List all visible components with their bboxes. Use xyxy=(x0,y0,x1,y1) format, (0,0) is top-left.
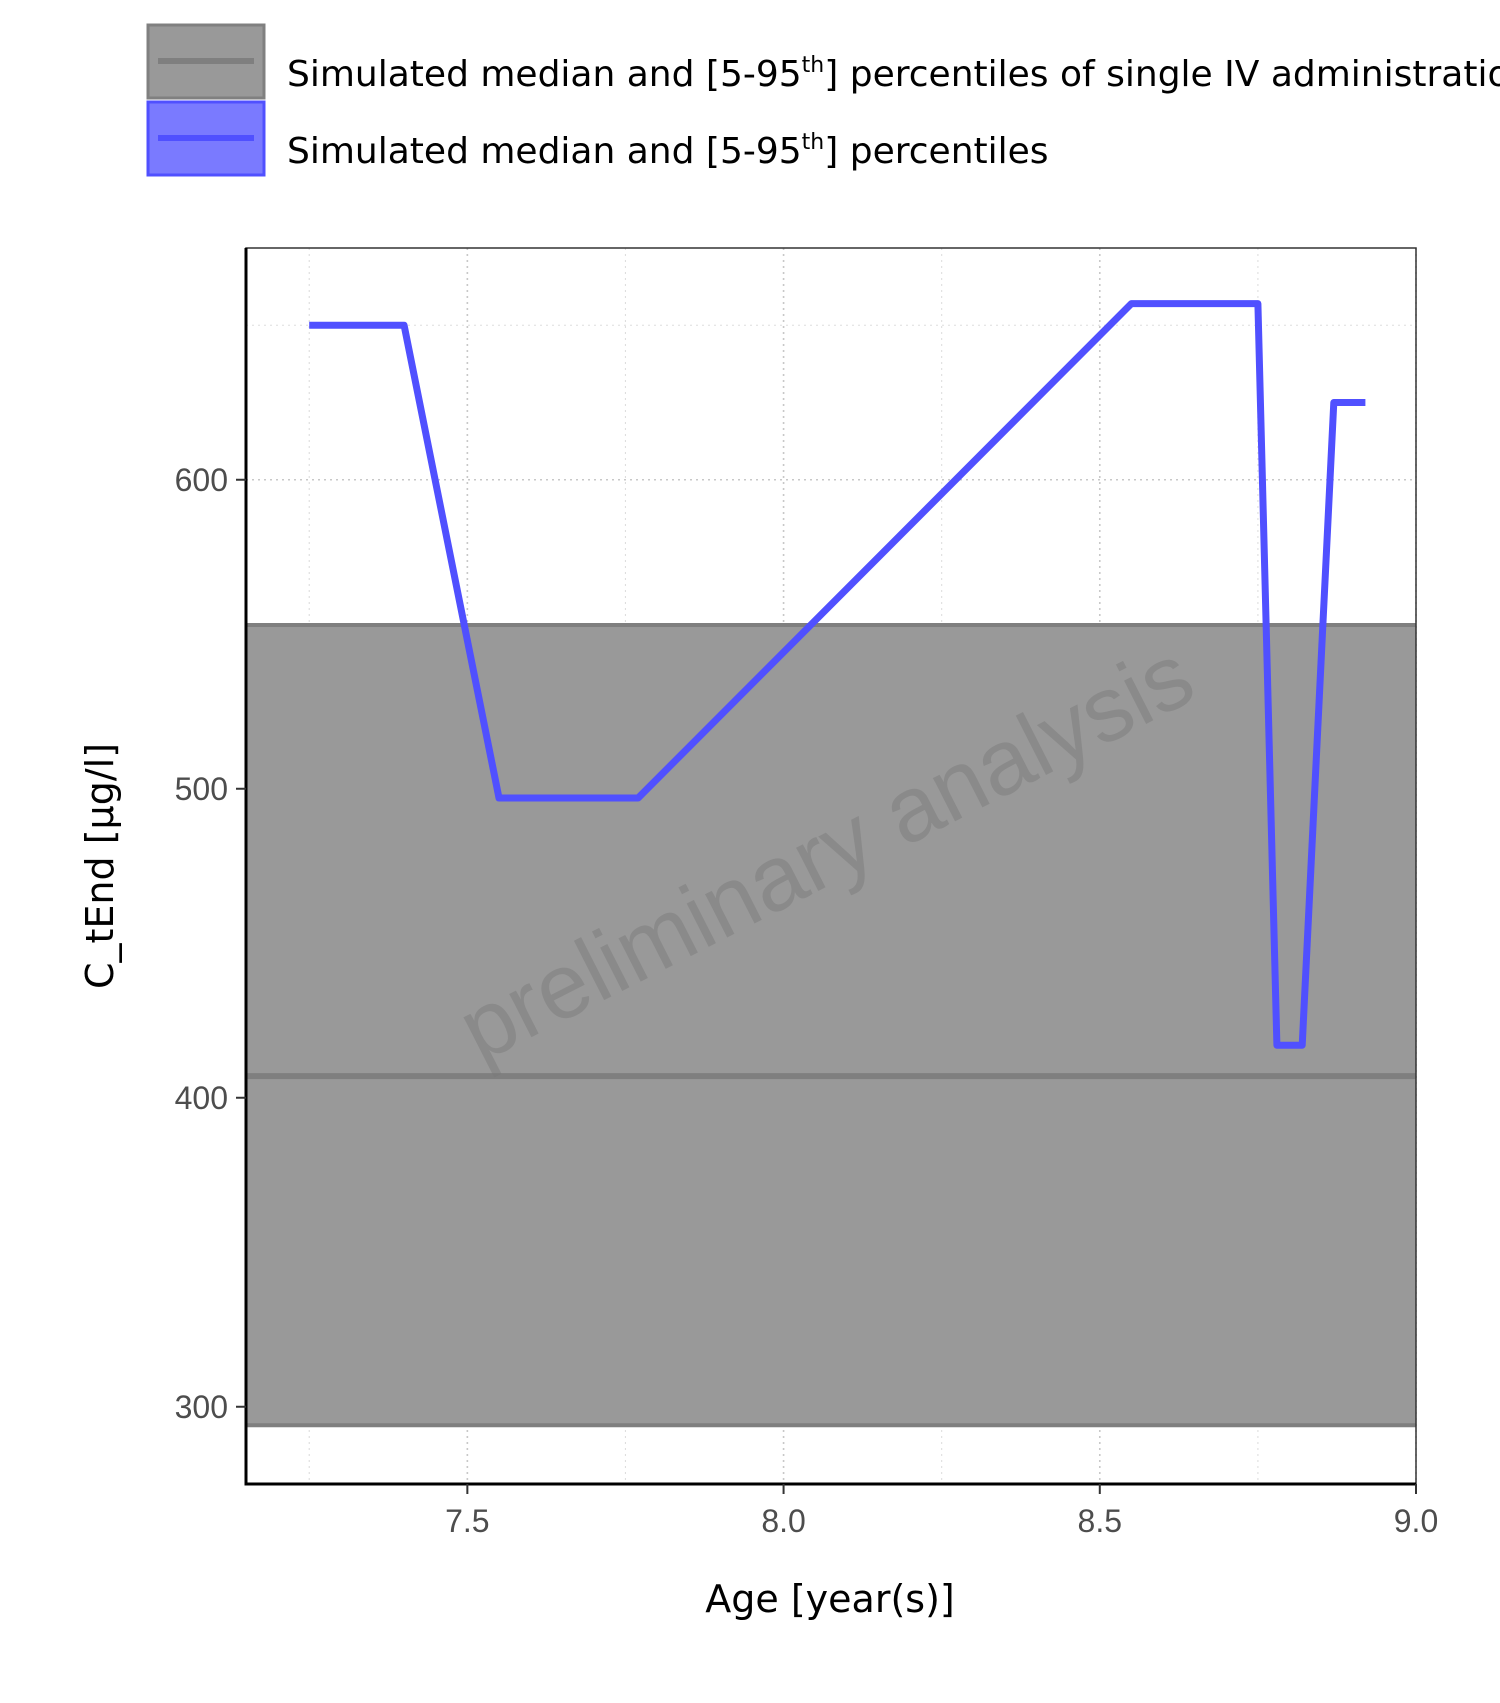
plot-area: preliminary analysis xyxy=(244,247,1417,1486)
y-tick-label: 500 xyxy=(175,771,228,807)
x-tick-label: 9.0 xyxy=(1394,1503,1438,1539)
x-axis: 7.5 8.0 8.5 9.0 xyxy=(445,1484,1438,1539)
legend-item-reference: Simulated median and [5-95th] percentile… xyxy=(146,23,1500,100)
reference-band-area xyxy=(246,624,1416,1426)
legend-item-series: Simulated median and [5-95th] percentile… xyxy=(146,100,1049,177)
legend-label-series-part2: ] percentiles xyxy=(824,131,1048,172)
x-axis-title: Age [year(s)] xyxy=(705,1577,954,1621)
reference-band xyxy=(246,622,1416,1428)
plot-frame xyxy=(244,247,1417,1486)
y-tick-label: 300 xyxy=(175,1389,228,1425)
series-line-0 xyxy=(309,300,1366,1049)
x-tick-label: 8.0 xyxy=(761,1503,805,1539)
y-axis-title: C_tEnd [µg/l] xyxy=(78,743,122,989)
legend-label-series: Simulated median and [5-95th] percentile… xyxy=(287,130,1049,172)
y-axis: 300 400 500 600 xyxy=(175,462,246,1425)
legend: Simulated median and [5-95th] percentile… xyxy=(146,23,1500,177)
legend-label-series-part1: Simulated median and [5-95 xyxy=(287,131,802,172)
y-tick-label: 600 xyxy=(175,462,228,498)
legend-label-reference-part2: ] percentiles of single IV administratio… xyxy=(824,54,1500,95)
x-tick-label: 7.5 xyxy=(445,1503,489,1539)
legend-label-reference: Simulated median and [5-95th] percentile… xyxy=(287,53,1500,95)
x-tick-label: 8.5 xyxy=(1078,1503,1122,1539)
legend-label-reference-sup: th xyxy=(802,53,825,78)
series-layer xyxy=(309,300,1366,1049)
legend-label-series-sup: th xyxy=(802,130,825,155)
legend-label-reference-part1: Simulated median and [5-95 xyxy=(287,54,802,95)
y-tick-label: 400 xyxy=(175,1080,228,1116)
